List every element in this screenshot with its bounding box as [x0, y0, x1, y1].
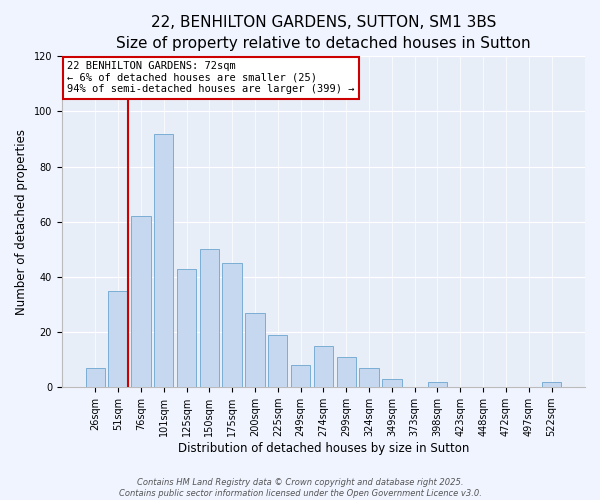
- Y-axis label: Number of detached properties: Number of detached properties: [15, 129, 28, 315]
- Bar: [382, 379, 401, 387]
- Bar: [109, 290, 128, 387]
- Bar: [428, 382, 447, 387]
- Bar: [86, 368, 105, 387]
- Text: Contains HM Land Registry data © Crown copyright and database right 2025.
Contai: Contains HM Land Registry data © Crown c…: [119, 478, 481, 498]
- Bar: [359, 368, 379, 387]
- Bar: [177, 268, 196, 387]
- Bar: [337, 357, 356, 387]
- X-axis label: Distribution of detached houses by size in Sutton: Distribution of detached houses by size …: [178, 442, 469, 455]
- Bar: [268, 335, 287, 387]
- Bar: [314, 346, 333, 387]
- Title: 22, BENHILTON GARDENS, SUTTON, SM1 3BS
Size of property relative to detached hou: 22, BENHILTON GARDENS, SUTTON, SM1 3BS S…: [116, 15, 531, 51]
- Text: 22 BENHILTON GARDENS: 72sqm
← 6% of detached houses are smaller (25)
94% of semi: 22 BENHILTON GARDENS: 72sqm ← 6% of deta…: [67, 62, 355, 94]
- Bar: [200, 250, 219, 387]
- Bar: [291, 365, 310, 387]
- Bar: [245, 313, 265, 387]
- Bar: [223, 263, 242, 387]
- Bar: [154, 134, 173, 387]
- Bar: [542, 382, 561, 387]
- Bar: [131, 216, 151, 387]
